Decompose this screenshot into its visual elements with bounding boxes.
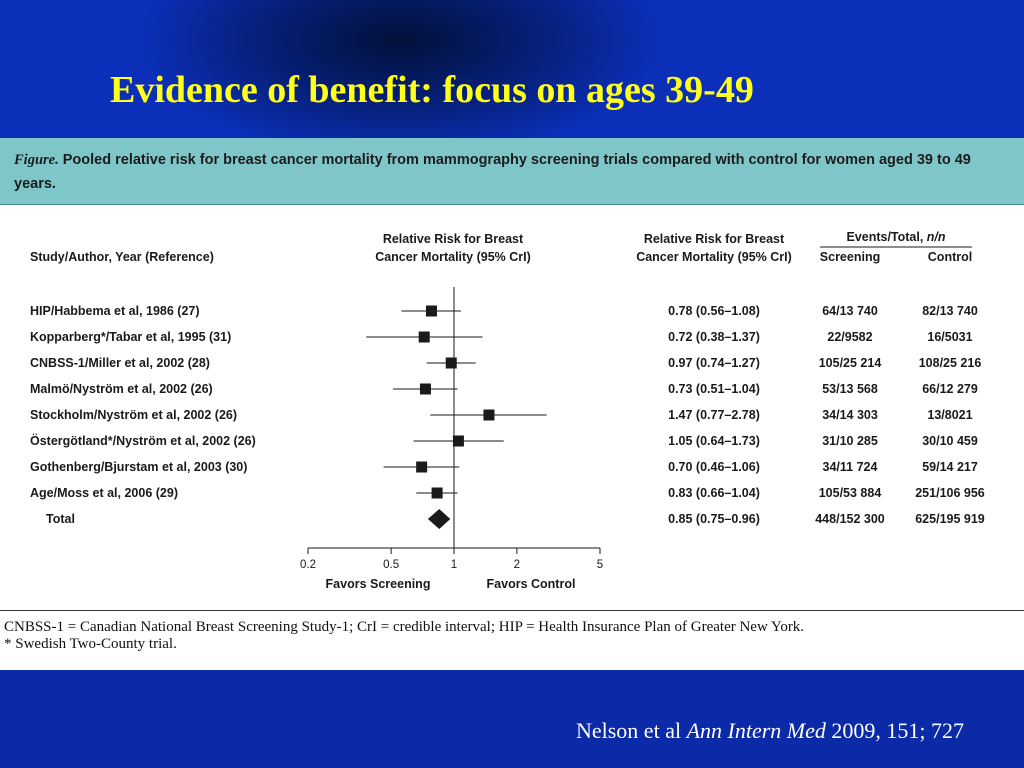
header-rr-plot-line1: Relative Risk for Breast bbox=[383, 232, 524, 246]
control-events: 625/195 919 bbox=[915, 512, 985, 526]
favors-control-label: Favors Control bbox=[487, 577, 576, 591]
slide-title: Evidence of benefit: focus on ages 39-49 bbox=[110, 69, 754, 111]
forest-rows: HIP/Habbema et al, 1986 (27) 0.78 (0.56–1… bbox=[30, 304, 985, 529]
point-estimate-marker bbox=[452, 435, 464, 447]
control-events: 16/5031 bbox=[927, 330, 972, 344]
point-estimate-marker bbox=[418, 331, 430, 343]
x-tick-label: 5 bbox=[597, 559, 603, 571]
figure-area bbox=[0, 205, 1024, 670]
header-events: Events/Total, n/n bbox=[846, 230, 945, 244]
point-estimate-marker bbox=[445, 357, 457, 369]
study-label: Age/Moss et al, 2006 (29) bbox=[30, 486, 178, 500]
header-rr-value-line1: Relative Risk for Breast bbox=[644, 232, 785, 246]
screening-events: 53/13 568 bbox=[822, 382, 878, 396]
forest-plot: Study/Author, Year (Reference) Relative … bbox=[30, 230, 985, 591]
study-label: Östergötland*/Nyström et al, 2002 (26) bbox=[30, 433, 256, 448]
screening-events: 34/14 303 bbox=[822, 408, 878, 422]
study-label: Gothenberg/Bjurstam et al, 2003 (30) bbox=[30, 460, 247, 474]
rr-value: 1.47 (0.77–2.78) bbox=[668, 408, 760, 422]
x-tick-label: 0.5 bbox=[383, 559, 399, 571]
control-events: 13/8021 bbox=[927, 408, 972, 422]
header-rr-value-line2: Cancer Mortality (95% CrI) bbox=[636, 250, 792, 264]
rr-value: 0.78 (0.56–1.08) bbox=[668, 304, 760, 318]
header-band bbox=[0, 0, 1024, 138]
rr-value: 0.97 (0.74–1.27) bbox=[668, 356, 760, 370]
total-label: Total bbox=[46, 512, 75, 526]
screening-events: 31/10 285 bbox=[822, 434, 878, 448]
study-label: Stockholm/Nyström et al, 2002 (26) bbox=[30, 408, 237, 422]
control-events: 59/14 217 bbox=[922, 460, 978, 474]
header-control: Control bbox=[928, 250, 972, 264]
screening-events: 448/152 300 bbox=[815, 512, 885, 526]
caption-band bbox=[0, 138, 1024, 205]
pooled-estimate-diamond bbox=[427, 509, 451, 529]
control-events: 66/12 279 bbox=[922, 382, 978, 396]
x-tick-label: 0.2 bbox=[300, 559, 316, 571]
study-label: Kopparberg*/Tabar et al, 1995 (31) bbox=[30, 330, 231, 344]
screening-events: 34/11 724 bbox=[823, 460, 878, 474]
caption-text: Pooled relative risk for breast cancer m… bbox=[14, 152, 971, 192]
header-screening: Screening bbox=[820, 250, 880, 264]
screening-events: 105/25 214 bbox=[819, 356, 882, 370]
point-estimate-marker bbox=[416, 461, 428, 473]
header-rr-plot-line2: Cancer Mortality (95% CrI) bbox=[375, 250, 531, 264]
footnote-asterisk: * Swedish Two-County trial. bbox=[4, 636, 177, 652]
citation-details: 2009, 151; 727 bbox=[825, 718, 964, 743]
study-label: HIP/Habbema et al, 1986 (27) bbox=[30, 304, 200, 318]
x-tick-label: 1 bbox=[451, 559, 457, 571]
screening-events: 64/13 740 bbox=[822, 304, 878, 318]
header-events-plain: Events/Total, bbox=[846, 230, 926, 244]
rr-value: 1.05 (0.64–1.73) bbox=[668, 434, 760, 448]
screening-events: 105/53 884 bbox=[819, 486, 882, 500]
study-label: CNBSS-1/Miller et al, 2002 (28) bbox=[30, 356, 210, 370]
citation: Nelson et al Ann Intern Med 2009, 151; 7… bbox=[576, 718, 964, 744]
screening-events: 22/9582 bbox=[827, 330, 872, 344]
header-study: Study/Author, Year (Reference) bbox=[30, 250, 214, 264]
study-label: Malmö/Nyström et al, 2002 (26) bbox=[30, 382, 213, 396]
control-events: 82/13 740 bbox=[922, 304, 978, 318]
caption-label: Figure. bbox=[14, 152, 59, 168]
figure-caption: Figure. Pooled relative risk for breast … bbox=[14, 148, 1014, 196]
point-estimate-marker bbox=[425, 305, 437, 317]
rr-value: 0.70 (0.46–1.06) bbox=[668, 460, 760, 474]
x-tick-label: 2 bbox=[514, 559, 520, 571]
rr-value: 0.72 (0.38–1.37) bbox=[668, 330, 760, 344]
footer-band bbox=[0, 670, 1024, 768]
rr-value: 0.85 (0.75–0.96) bbox=[668, 512, 760, 526]
point-estimate-marker bbox=[431, 487, 443, 499]
favors-screening-label: Favors Screening bbox=[326, 577, 431, 591]
control-events: 108/25 216 bbox=[919, 356, 982, 370]
header-events-italic: n/n bbox=[927, 230, 946, 244]
footnote-divider bbox=[0, 610, 1024, 611]
control-events: 30/10 459 bbox=[922, 434, 978, 448]
point-estimate-marker bbox=[483, 409, 495, 421]
footnote-abbreviations: CNBSS-1 = Canadian National Breast Scree… bbox=[4, 619, 805, 635]
rr-value: 0.83 (0.66–1.04) bbox=[668, 486, 760, 500]
rr-value: 0.73 (0.51–1.04) bbox=[668, 382, 760, 396]
x-axis: 0.2 0.5 1 2 5 Favors Screening Favors Control bbox=[300, 287, 603, 591]
citation-authors: Nelson et al bbox=[575, 718, 687, 743]
point-estimate-marker bbox=[419, 383, 431, 395]
control-events: 251/106 956 bbox=[915, 486, 985, 500]
citation-journal: Ann Intern Med bbox=[686, 718, 826, 743]
